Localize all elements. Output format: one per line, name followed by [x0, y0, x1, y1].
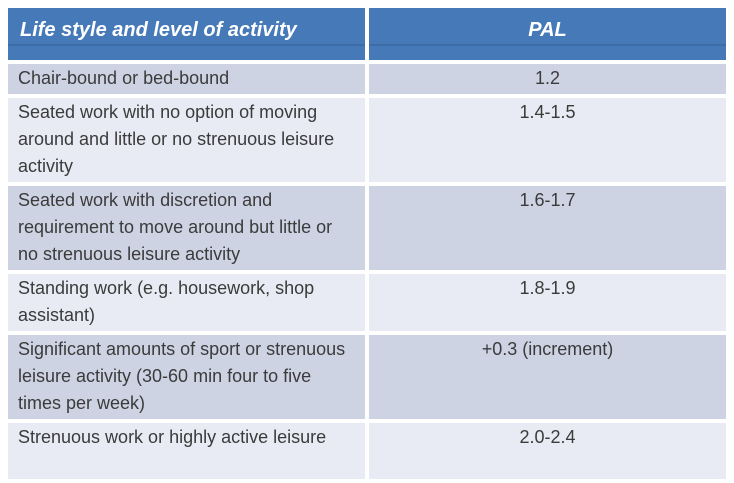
table-row: Chair-bound or bed-bound 1.2 [8, 64, 726, 94]
activity-cell: Seated work with no option of moving aro… [8, 98, 365, 182]
activity-cell: Significant amounts of sport or strenuou… [8, 335, 365, 419]
activity-cell: Seated work with discretion and requirem… [8, 186, 365, 270]
pal-cell: 1.8-1.9 [369, 274, 726, 331]
table-body: Chair-bound or bed-bound 1.2 Seated work… [8, 64, 726, 479]
activity-column-header: Life style and level of activity [8, 8, 365, 60]
table-row: Significant amounts of sport or strenuou… [8, 335, 726, 419]
pal-cell: +0.3 (increment) [369, 335, 726, 419]
table-header: Life style and level of activity PAL [8, 8, 726, 60]
pal-column-header: PAL [369, 8, 726, 60]
table-row: Seated work with no option of moving aro… [8, 98, 726, 182]
table-row: Seated work with discretion and requirem… [8, 186, 726, 270]
pal-cell: 1.6-1.7 [369, 186, 726, 270]
pal-cell: 2.0-2.4 [369, 423, 726, 479]
activity-cell: Strenuous work or highly active leisure [8, 423, 365, 479]
table-row: Strenuous work or highly active leisure … [8, 423, 726, 479]
activity-cell: Standing work (e.g. housework, shop assi… [8, 274, 365, 331]
activity-cell: Chair-bound or bed-bound [8, 64, 365, 94]
header-row: Life style and level of activity PAL [8, 8, 726, 60]
table-row: Standing work (e.g. housework, shop assi… [8, 274, 726, 331]
pal-cell: 1.4-1.5 [369, 98, 726, 182]
pal-table: Life style and level of activity PAL Cha… [4, 4, 730, 483]
pal-cell: 1.2 [369, 64, 726, 94]
